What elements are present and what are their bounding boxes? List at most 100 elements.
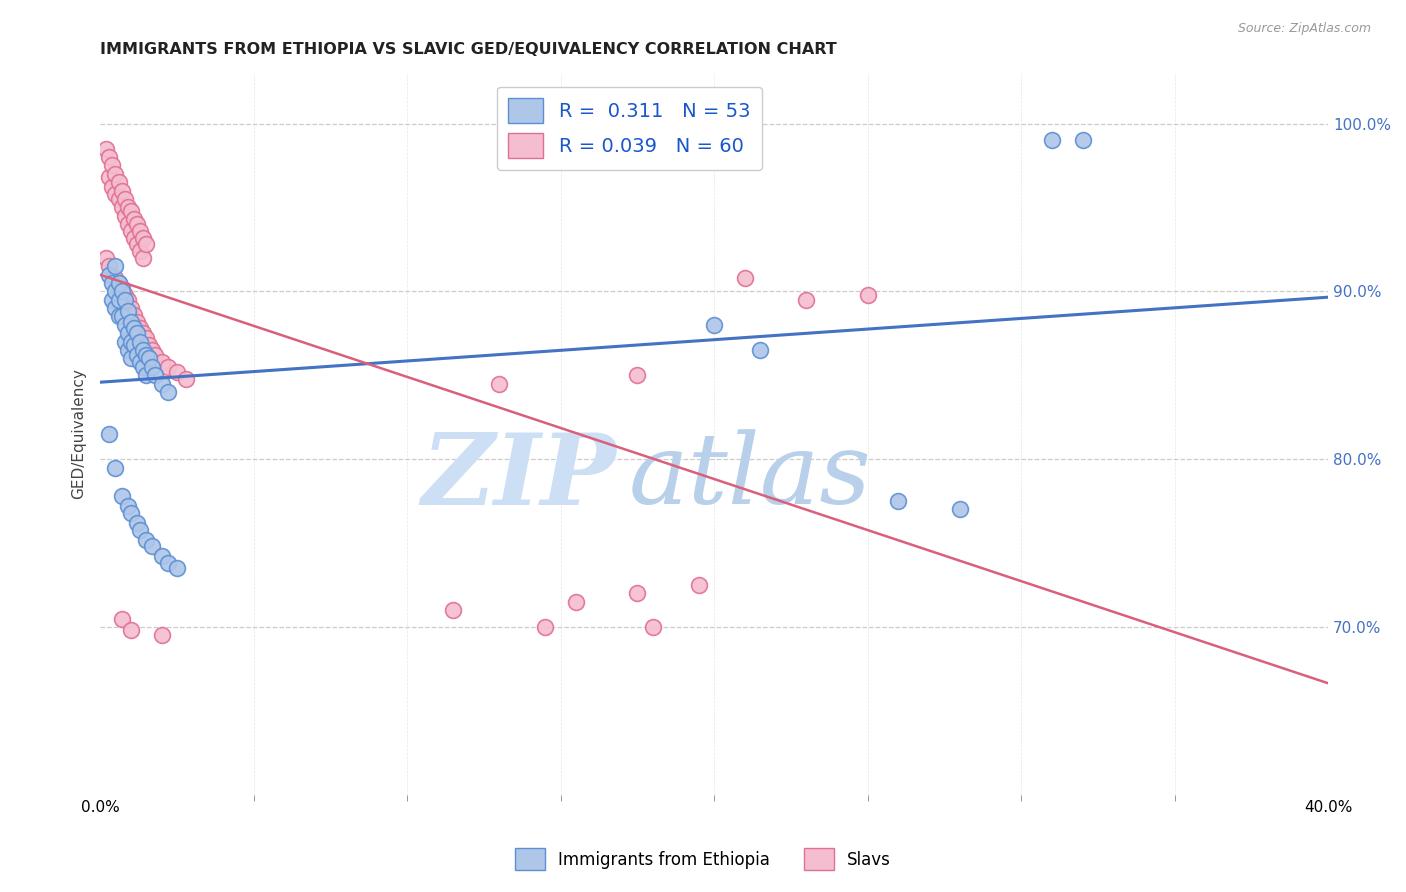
- Point: [887, 494, 910, 508]
- Point: [125, 217, 148, 231]
- Point: [856, 287, 879, 301]
- Point: [141, 343, 163, 357]
- Point: [122, 308, 145, 322]
- Point: [111, 281, 134, 295]
- Point: [120, 334, 142, 349]
- Point: [441, 603, 464, 617]
- Legend: R =  0.311   N = 53, R = 0.039   N = 60: R = 0.311 N = 53, R = 0.039 N = 60: [496, 87, 762, 169]
- Point: [104, 285, 127, 299]
- Point: [101, 276, 124, 290]
- Point: [117, 343, 139, 357]
- Point: [565, 595, 588, 609]
- Point: [117, 304, 139, 318]
- Point: [117, 326, 139, 341]
- Point: [166, 561, 188, 575]
- Point: [135, 331, 157, 345]
- Point: [688, 578, 710, 592]
- Point: [125, 348, 148, 362]
- Point: [117, 217, 139, 231]
- Point: [156, 556, 179, 570]
- Point: [749, 343, 772, 357]
- Point: [120, 351, 142, 366]
- Point: [734, 271, 756, 285]
- Point: [120, 314, 142, 328]
- Point: [132, 230, 155, 244]
- Point: [534, 620, 557, 634]
- Point: [949, 502, 972, 516]
- Point: [107, 293, 129, 307]
- Point: [150, 376, 173, 391]
- Point: [129, 244, 152, 258]
- Point: [145, 348, 167, 362]
- Point: [107, 310, 129, 324]
- Point: [129, 321, 152, 335]
- Point: [132, 326, 155, 341]
- Point: [129, 523, 152, 537]
- Point: [120, 301, 142, 315]
- Point: [125, 516, 148, 530]
- Point: [104, 460, 127, 475]
- Point: [129, 355, 152, 369]
- Point: [141, 540, 163, 554]
- Point: [156, 384, 179, 399]
- Point: [135, 368, 157, 383]
- Point: [114, 287, 136, 301]
- Point: [101, 159, 124, 173]
- Point: [125, 314, 148, 328]
- Point: [107, 192, 129, 206]
- Legend: Immigrants from Ethiopia, Slavs: Immigrants from Ethiopia, Slavs: [509, 842, 897, 877]
- Y-axis label: GED/Equivalency: GED/Equivalency: [72, 368, 86, 500]
- Point: [107, 175, 129, 189]
- Point: [111, 201, 134, 215]
- Point: [111, 285, 134, 299]
- Text: IMMIGRANTS FROM ETHIOPIA VS SLAVIC GED/EQUIVALENCY CORRELATION CHART: IMMIGRANTS FROM ETHIOPIA VS SLAVIC GED/E…: [100, 42, 837, 57]
- Point: [120, 506, 142, 520]
- Point: [122, 338, 145, 352]
- Point: [150, 628, 173, 642]
- Point: [129, 224, 152, 238]
- Point: [135, 237, 157, 252]
- Point: [641, 620, 664, 634]
- Text: ZIP: ZIP: [420, 429, 616, 525]
- Point: [794, 293, 817, 307]
- Point: [135, 348, 157, 362]
- Point: [488, 376, 510, 391]
- Point: [132, 251, 155, 265]
- Point: [114, 192, 136, 206]
- Point: [111, 489, 134, 503]
- Point: [104, 271, 127, 285]
- Point: [122, 230, 145, 244]
- Point: [101, 293, 124, 307]
- Point: [125, 237, 148, 252]
- Point: [135, 533, 157, 547]
- Point: [111, 611, 134, 625]
- Point: [150, 355, 173, 369]
- Point: [138, 351, 160, 366]
- Point: [111, 310, 134, 324]
- Point: [120, 624, 142, 638]
- Point: [98, 268, 121, 282]
- Point: [107, 276, 129, 290]
- Point: [1071, 133, 1094, 147]
- Point: [122, 212, 145, 227]
- Point: [107, 276, 129, 290]
- Point: [132, 359, 155, 374]
- Point: [120, 203, 142, 218]
- Point: [156, 359, 179, 374]
- Point: [1040, 133, 1063, 147]
- Point: [703, 318, 725, 332]
- Point: [626, 586, 648, 600]
- Point: [125, 326, 148, 341]
- Point: [114, 293, 136, 307]
- Point: [145, 368, 167, 383]
- Text: Source: ZipAtlas.com: Source: ZipAtlas.com: [1237, 22, 1371, 36]
- Point: [129, 334, 152, 349]
- Text: atlas: atlas: [628, 430, 870, 524]
- Point: [117, 201, 139, 215]
- Point: [626, 368, 648, 383]
- Point: [98, 150, 121, 164]
- Point: [96, 251, 118, 265]
- Point: [117, 293, 139, 307]
- Point: [98, 426, 121, 441]
- Point: [98, 170, 121, 185]
